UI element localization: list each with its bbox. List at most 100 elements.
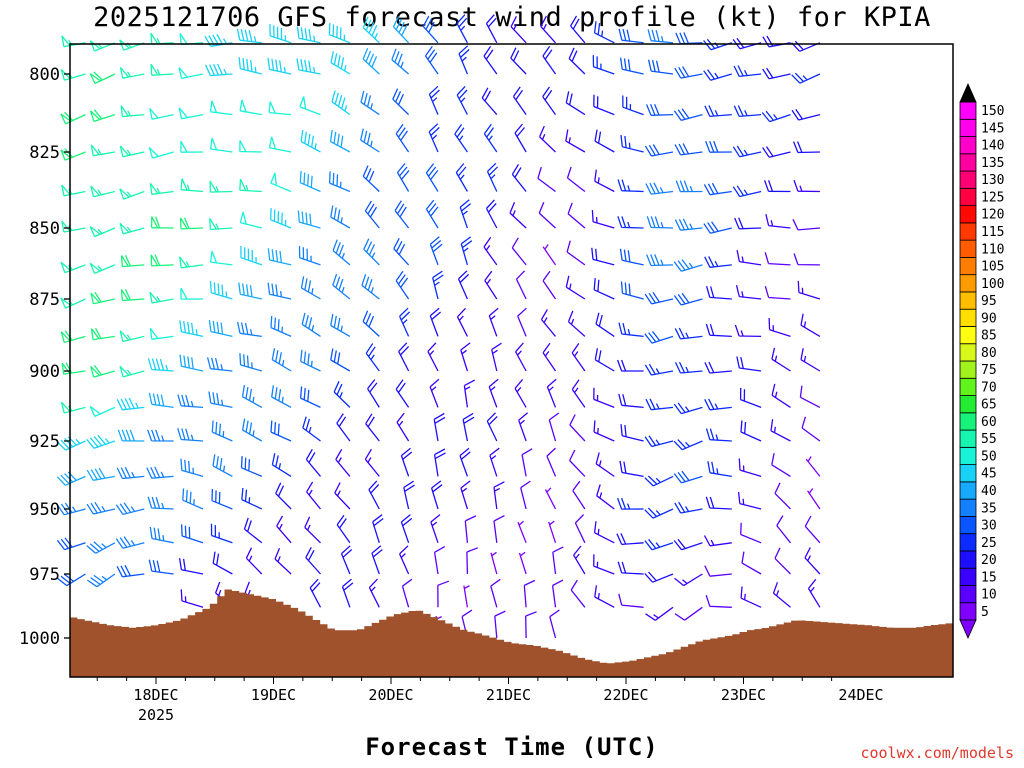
wind-barb xyxy=(89,40,116,52)
wind-barb xyxy=(90,185,116,198)
wind-barb xyxy=(466,547,479,575)
wind-barb xyxy=(546,378,557,408)
colorbar-swatch xyxy=(959,481,977,500)
wind-barb xyxy=(462,412,475,442)
wind-barb xyxy=(571,343,586,372)
wind-barb xyxy=(90,365,116,378)
colorbar-label: 100 xyxy=(981,277,1004,292)
colorbar-swatch xyxy=(959,205,977,224)
wind-barb xyxy=(180,287,204,300)
wind-barb xyxy=(271,385,292,408)
wind-barb xyxy=(570,579,586,608)
wind-barb xyxy=(540,15,556,44)
wind-barb xyxy=(567,202,586,229)
colorbar-label: 145 xyxy=(981,121,1004,136)
wind-barb xyxy=(427,342,439,372)
colorbar-label: 35 xyxy=(981,501,997,516)
wind-barb xyxy=(211,488,233,510)
colorbar-swatch xyxy=(959,464,977,483)
colorbar-swatch xyxy=(959,429,977,448)
wind-barb xyxy=(542,342,557,372)
wind-barb xyxy=(301,312,321,337)
y-axis: 800 825 850 875 900 925 950 975 1000 xyxy=(19,65,70,649)
wind-barb xyxy=(733,105,762,118)
colorbar-swatch xyxy=(959,326,977,345)
wind-barb xyxy=(245,547,263,575)
wind-barb xyxy=(762,67,791,80)
wind-barb xyxy=(296,58,321,75)
wind-barb xyxy=(566,166,586,193)
wind-barb xyxy=(239,353,262,372)
colorbar-label: 15 xyxy=(981,570,997,585)
wind-barb xyxy=(57,573,86,587)
wind-barb xyxy=(675,180,703,193)
wind-barb xyxy=(705,496,732,510)
wind-barb xyxy=(179,354,204,372)
wind-barb xyxy=(429,236,443,266)
wind-barb xyxy=(428,123,440,153)
wind-barb xyxy=(372,514,384,543)
wind-barb xyxy=(617,561,644,575)
wind-barb xyxy=(455,163,468,192)
wind-barb xyxy=(149,183,174,195)
wind-barb xyxy=(572,480,586,510)
wind-barb xyxy=(805,456,821,477)
wind-barb xyxy=(236,321,262,338)
y-tick-label: 800 xyxy=(29,65,60,85)
wind-barb xyxy=(212,454,233,477)
wind-barb xyxy=(523,579,536,608)
wind-barb xyxy=(736,249,762,266)
wind-barb xyxy=(333,381,351,408)
wind-barb xyxy=(115,502,145,516)
colorbar-swatch xyxy=(959,516,977,535)
wind-barb xyxy=(594,348,615,372)
colorbar-swatch xyxy=(959,239,977,258)
wind-barb xyxy=(116,466,145,480)
wind-barb xyxy=(147,429,174,442)
wind-barb xyxy=(296,26,321,44)
wind-barb xyxy=(645,606,674,621)
wind-barb xyxy=(331,90,351,116)
wind-barb xyxy=(330,205,351,229)
wind-barb xyxy=(804,547,821,575)
wind-barb xyxy=(797,280,821,300)
x-tick-sublabel: 2025 xyxy=(138,706,174,724)
wind-barb xyxy=(645,103,674,116)
wind-barb xyxy=(305,546,321,575)
wind-barb xyxy=(511,237,527,266)
x-tick-label: 23DEC xyxy=(721,686,766,704)
wind-barb xyxy=(119,365,145,378)
wind-barb xyxy=(147,358,174,372)
colorbar-swatch xyxy=(959,602,977,621)
wind-barb xyxy=(762,146,791,158)
wind-barb xyxy=(328,171,351,193)
wind-barb xyxy=(270,315,292,337)
wind-barb xyxy=(86,501,116,515)
wind-barb xyxy=(430,514,441,544)
wind-barb xyxy=(437,580,450,608)
wind-barb xyxy=(704,256,732,268)
wind-barb xyxy=(548,520,557,544)
wind-barb xyxy=(807,578,821,608)
wind-barb xyxy=(457,270,470,300)
wind-barb xyxy=(210,523,233,544)
wind-barb xyxy=(209,250,233,266)
wind-barb xyxy=(399,307,411,337)
wind-barb xyxy=(595,312,615,337)
wind-barb xyxy=(571,379,586,408)
wind-barb xyxy=(674,218,703,231)
wind-barb xyxy=(268,101,292,116)
colorbar: 5 10 15 20 25 30 35 40 45 50 55 60 65 70 75 80 85 90 95 100… xyxy=(959,83,1004,639)
wind-barb xyxy=(674,327,703,340)
colorbar-swatch xyxy=(959,256,977,276)
colorbar-swatch xyxy=(959,136,977,155)
wind-barb xyxy=(673,259,703,272)
wind-barb xyxy=(89,109,116,123)
wind-barb xyxy=(644,144,674,157)
wind-barb xyxy=(644,475,674,487)
wind-barb xyxy=(774,482,791,510)
wind-barb xyxy=(335,448,351,477)
wind-barb xyxy=(673,292,703,306)
wind-barb xyxy=(618,593,644,608)
wind-barb xyxy=(707,461,732,478)
